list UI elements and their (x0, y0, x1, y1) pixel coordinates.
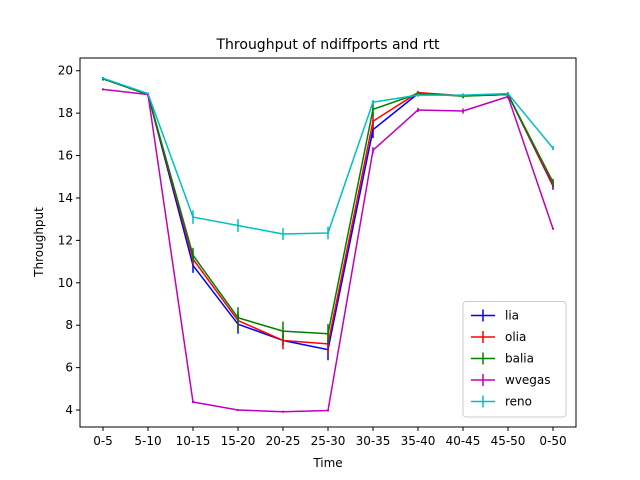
x-tick-label: 15-20 (221, 434, 256, 448)
x-tick-label: 20-25 (266, 434, 301, 448)
x-tick-label: 0-5 (93, 434, 113, 448)
legend-label: lia (505, 309, 519, 323)
y-tick-label: 12 (58, 233, 73, 247)
legend-box (462, 301, 567, 418)
series-line-reno (102, 77, 554, 235)
y-tick-label: 8 (65, 318, 73, 332)
series-line-balia (102, 78, 554, 335)
x-tick-label: 45-50 (491, 434, 526, 448)
x-tick-label: 0-50 (539, 434, 566, 448)
legend-item-balia: balia (471, 352, 534, 366)
legend-label: wvegas (505, 373, 551, 387)
x-tick-label: 30-35 (356, 434, 391, 448)
y-tick-label: 6 (65, 361, 73, 375)
legend-label: reno (505, 395, 532, 409)
y-tick-label: 14 (58, 191, 73, 205)
y-axis-label: Throughput (32, 207, 46, 278)
legend-item-reno: reno (471, 395, 532, 409)
legend-label: olia (505, 330, 526, 344)
y-tick-label: 10 (58, 276, 73, 290)
x-tick-label: 35-40 (401, 434, 436, 448)
y-tick-label: 20 (58, 64, 73, 78)
legend-item-olia: olia (471, 330, 526, 344)
x-tick-label: 10-15 (176, 434, 211, 448)
legend: lia olia balia wvegas reno (462, 301, 567, 418)
legend-item-wvegas: wvegas (471, 373, 551, 387)
series-layer (102, 77, 554, 413)
x-tick-label: 5-10 (134, 434, 161, 448)
y-axis: 4 6 8 10 12 14 16 18 20 (58, 64, 80, 417)
y-tick-label: 16 (58, 149, 73, 163)
x-axis-label: Time (312, 456, 342, 470)
x-tick-label: 25-30 (311, 434, 346, 448)
x-tick-label: 40-45 (446, 434, 481, 448)
chart-title: Throughput of ndiffports and rtt (216, 37, 440, 53)
x-axis: 0-5 5-10 10-15 15-20 20-25 25-30 30-35 35-40 40-… (93, 427, 567, 448)
y-tick-label: 4 (65, 403, 73, 417)
series-reno (102, 77, 554, 240)
legend-item-lia: lia (471, 309, 519, 323)
legend-label: balia (505, 352, 534, 366)
y-tick-label: 18 (58, 106, 73, 120)
